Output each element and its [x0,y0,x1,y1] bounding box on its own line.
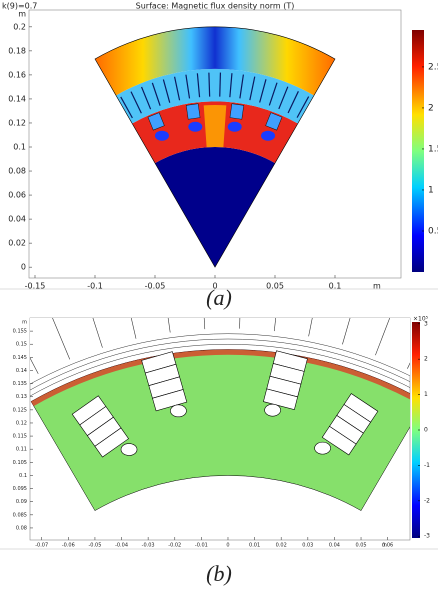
y-tick-label: 0.02 [8,239,26,248]
colorbar-tick-label: 2 [424,356,428,363]
pole-patch [204,105,227,147]
y-tick-label: 0.085 [13,512,27,518]
y-tick-label: 0.135 [13,381,27,387]
colorbar-tick-label: 1.5 [428,144,438,154]
magnet [186,104,200,120]
y-tick-label: 0.18 [8,46,26,55]
colorbar-multiplier: ×10⁵ [413,316,429,323]
y-tick-label: 0.04 [8,215,26,224]
flux-barrier [188,122,202,132]
x-tick-label: -0.02 [168,543,181,549]
y-tick-label: 0.16 [8,70,26,79]
y-unit: m [22,320,27,326]
x-unit: m [373,282,381,291]
colorbar-tick-label: 1 [428,185,434,195]
x-tick-label: -0.05 [88,543,101,549]
x-tick-label: 0 [212,282,217,291]
x-tick-label: 0.03 [302,543,313,549]
chart-title: Surface: Magnetic flux density norm (T) [136,2,295,11]
colorbar-tick-label: -3 [424,533,430,540]
y-tick-label: 0 [21,263,26,272]
figure: k(9)=0.7 Surface: Magnetic flux density … [0,0,438,591]
x-unit: m [382,543,387,549]
flux-barrier [121,444,137,456]
flux-barrier [170,405,186,417]
y-tick-label: 0.15 [16,342,27,348]
y-tick-label: 0.105 [13,460,27,466]
x-tick-label: 0.05 [266,282,284,291]
x-tick-label: 0.1 [329,282,342,291]
slot [209,73,210,97]
y-unit: m [18,10,26,19]
x-tick-label: 0.01 [249,543,260,549]
y-tick-label: 0.125 [13,407,27,413]
colorbar [412,30,424,272]
colorbar-tick-label: 0.5 [428,226,438,236]
x-tick-label: -0.04 [115,543,128,549]
colorbar-tick-label: -2 [424,497,430,504]
colorbar-tick-label: 2.5 [428,62,438,72]
y-tick-label: 0.14 [16,368,27,374]
y-tick-label: 0.13 [16,394,27,400]
flux-barrier [315,442,331,454]
x-tick-label: -0.05 [145,282,166,291]
slot [220,73,221,97]
magnet [230,104,244,120]
x-tick-label: 0.04 [329,543,340,549]
y-tick-label: 0.14 [8,94,26,103]
y-tick-label: 0.1 [19,473,27,479]
x-tick-label: -0.07 [35,543,48,549]
x-tick-label: -0.03 [142,543,155,549]
x-tick-label: -0.01 [195,543,208,549]
y-tick-label: 0.095 [13,486,27,492]
flux-barrier [155,131,169,141]
y-tick-label: 0.06 [8,191,26,200]
y-tick-label: 0.1 [13,143,26,152]
x-tick-label: -0.06 [62,543,75,549]
x-tick-label: 0.05 [355,543,366,549]
x-tick-label: 0.02 [276,543,287,549]
flux-barrier [228,122,242,132]
y-tick-label: 0.08 [16,525,27,531]
y-tick-label: 0.11 [16,447,27,453]
x-tick-label: -0.1 [87,282,103,291]
x-tick-label: -0.15 [25,282,46,291]
flux-barrier [265,404,281,416]
flux-barrier [261,131,275,141]
caption: (b) [206,561,232,586]
colorbar-tick-label: 0 [424,427,428,434]
y-tick-label: 0.09 [16,499,27,505]
x-tick-label: 0 [226,543,229,549]
y-tick-label: 0.115 [13,434,27,440]
colorbar-tick-label: -1 [424,462,430,469]
y-tick-label: 0.155 [13,329,27,335]
colorbar-tick-label: 2 [428,103,434,113]
colorbar-tick-label: 1 [424,391,428,398]
y-tick-label: 0.08 [8,167,26,176]
y-tick-label: 0.12 [8,118,26,127]
y-tick-label: 0.12 [16,420,27,426]
y-tick-label: 0.2 [13,22,26,31]
y-tick-label: 0.145 [13,355,27,361]
